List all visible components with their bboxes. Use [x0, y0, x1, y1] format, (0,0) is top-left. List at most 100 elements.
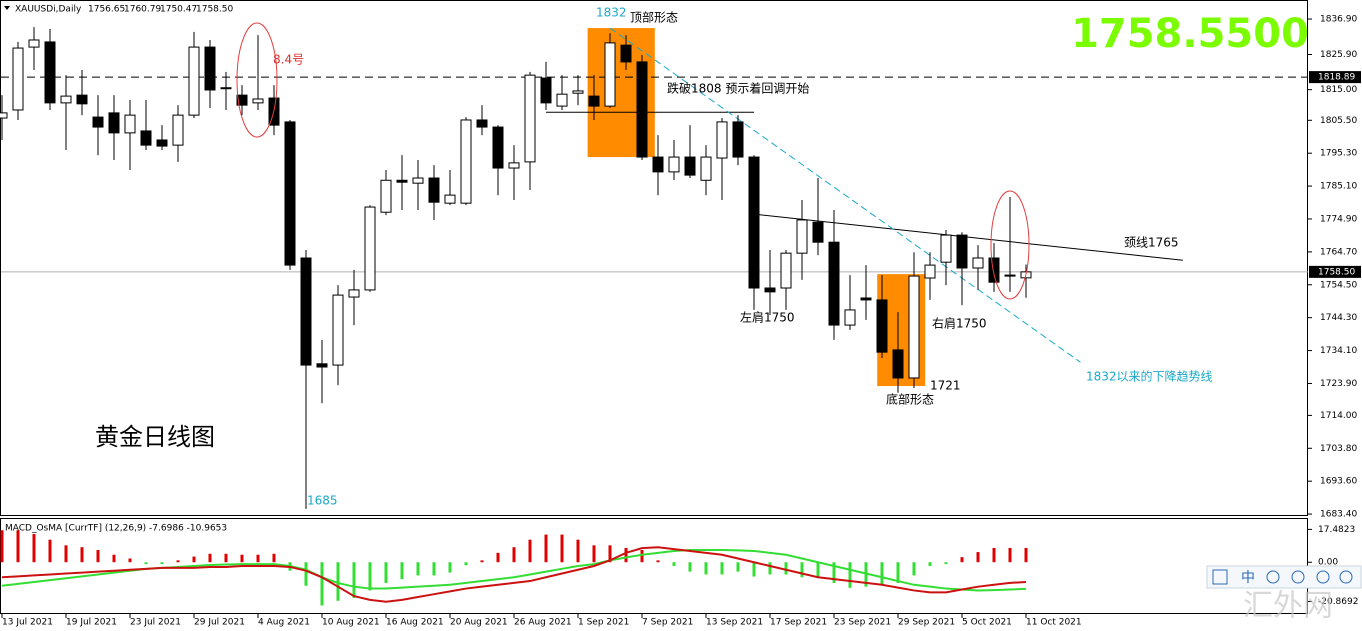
- macd-histogram-bar: [336, 562, 340, 601]
- x-tick-label: 5 Oct 2021: [962, 618, 1012, 628]
- trend-line: [753, 213, 1183, 261]
- candle-body: [508, 162, 520, 169]
- candle-body: [812, 221, 824, 243]
- macd-histogram-bar: [1024, 547, 1028, 563]
- macd-histogram-bar: [784, 562, 788, 575]
- candle-body: [172, 114, 184, 146]
- candle-body: [780, 252, 792, 289]
- candle-body: [828, 241, 840, 326]
- macd-histogram-bar: [144, 562, 148, 565]
- annotation: 1832: [596, 6, 627, 20]
- macd-histogram-bar: [1008, 547, 1012, 563]
- annotation: 底部形态: [886, 392, 934, 407]
- macd-histogram-bar: [672, 562, 676, 566]
- toolbar-icon[interactable]: [1266, 570, 1280, 584]
- y-tick-label: 1683.40: [1320, 510, 1357, 520]
- candle-body: [748, 156, 760, 289]
- annotation: 左肩1750: [740, 310, 795, 325]
- x-tick-label: 19 Jul 2021: [66, 618, 117, 628]
- price-tag-label: 1818.89: [1318, 73, 1355, 83]
- highlight-ellipse: [236, 22, 278, 138]
- candle-body: [60, 95, 72, 104]
- candle-body: [972, 257, 984, 269]
- candle-body: [684, 156, 696, 176]
- macd-histogram-bar: [16, 530, 20, 563]
- x-tick-label: 7 Sep 2021: [642, 618, 693, 628]
- macd-histogram-bar: [912, 562, 916, 576]
- candle-body: [924, 264, 936, 279]
- toolbar-icon[interactable]: [1291, 570, 1305, 584]
- candle-body: [620, 44, 632, 63]
- macd-histogram-bar: [960, 557, 964, 563]
- candle-body: [316, 363, 328, 368]
- annotation: 1685: [307, 494, 338, 508]
- macd-histogram-bar: [432, 562, 436, 576]
- candle-body: [188, 46, 200, 116]
- header-open: 1756.65: [88, 5, 125, 15]
- trend-line: [609, 27, 1081, 363]
- macd-histogram-bar: [800, 562, 804, 578]
- macd-histogram-bar: [688, 562, 692, 572]
- x-tick-label: 1 Sep 2021: [578, 618, 629, 628]
- toolbar-icon[interactable]: [1339, 570, 1353, 584]
- candle-body: [492, 126, 504, 169]
- big-price: 1758.5500: [1071, 11, 1309, 57]
- macd-histogram-bar: [928, 562, 932, 566]
- macd-histogram-bar: [496, 552, 500, 563]
- price-tag-label: 1758.50: [1318, 267, 1355, 277]
- x-tick-label: 11 Oct 2021: [1026, 618, 1082, 628]
- candle-body: [284, 121, 296, 266]
- y-tick-label: 1785.10: [1320, 182, 1357, 192]
- candle-body: [764, 287, 776, 293]
- x-tick-label: 13 Jul 2021: [2, 618, 53, 628]
- annotation: 1721: [930, 379, 961, 393]
- candle-body: [700, 156, 712, 181]
- y-tick-label: 1744.30: [1320, 313, 1357, 323]
- toolbar-icon[interactable]: [1316, 570, 1330, 584]
- macd-histogram-bar: [704, 562, 708, 575]
- macd-histogram-bar: [736, 562, 740, 572]
- candle-body: [636, 61, 648, 158]
- x-tick-label: 13 Sep 2021: [706, 618, 763, 628]
- candle-body: [988, 257, 1000, 283]
- candle-body: [140, 130, 152, 146]
- x-tick-label: 10 Aug 2021: [322, 618, 380, 628]
- x-tick-label: 29 Sep 2021: [898, 618, 955, 628]
- candle-body: [476, 119, 488, 128]
- candle-body: [220, 87, 232, 90]
- header-close: 1758.50: [196, 5, 233, 15]
- candle-body: [348, 289, 360, 298]
- candle-body: [572, 90, 584, 94]
- macd-histogram-bar: [560, 534, 564, 563]
- candle-body: [588, 95, 600, 107]
- toolbar[interactable]: [1206, 565, 1362, 589]
- y-tick-label: 1703.80: [1320, 444, 1357, 454]
- price-tag: [1309, 265, 1361, 278]
- macd-histogram-bar: [128, 558, 132, 563]
- macd-histogram-bar: [464, 562, 468, 566]
- macd-histogram-bar: [176, 560, 180, 563]
- macd-histogram-bar: [592, 545, 596, 563]
- candle-body: [364, 206, 376, 291]
- macd-histogram-bar: [400, 562, 404, 580]
- macd-histogram-bar: [768, 562, 772, 575]
- candle-body: [716, 121, 728, 159]
- annotation: 8.4号: [273, 53, 304, 67]
- macd-histogram-bar: [240, 554, 244, 563]
- toolbar-icon[interactable]: [1212, 569, 1228, 585]
- macd-histogram-bar: [224, 553, 228, 563]
- candle-body: [252, 98, 264, 104]
- candle-body: [940, 234, 952, 263]
- candle-body: [428, 177, 440, 203]
- annotation: 右肩1750: [932, 316, 987, 331]
- candle-body: [124, 114, 136, 134]
- macd-histogram-bar: [32, 534, 36, 563]
- toolbar-language[interactable]: 中: [1241, 570, 1255, 586]
- macd-line: [1, 546, 1027, 603]
- candle-body: [732, 121, 744, 158]
- x-tick-label: 23 Jul 2021: [130, 618, 181, 628]
- macd-histogram-bar: [192, 556, 196, 563]
- y-tick-label: 1754.50: [1320, 280, 1357, 290]
- candle-body: [380, 179, 392, 213]
- header-high: 1760.79: [124, 5, 161, 15]
